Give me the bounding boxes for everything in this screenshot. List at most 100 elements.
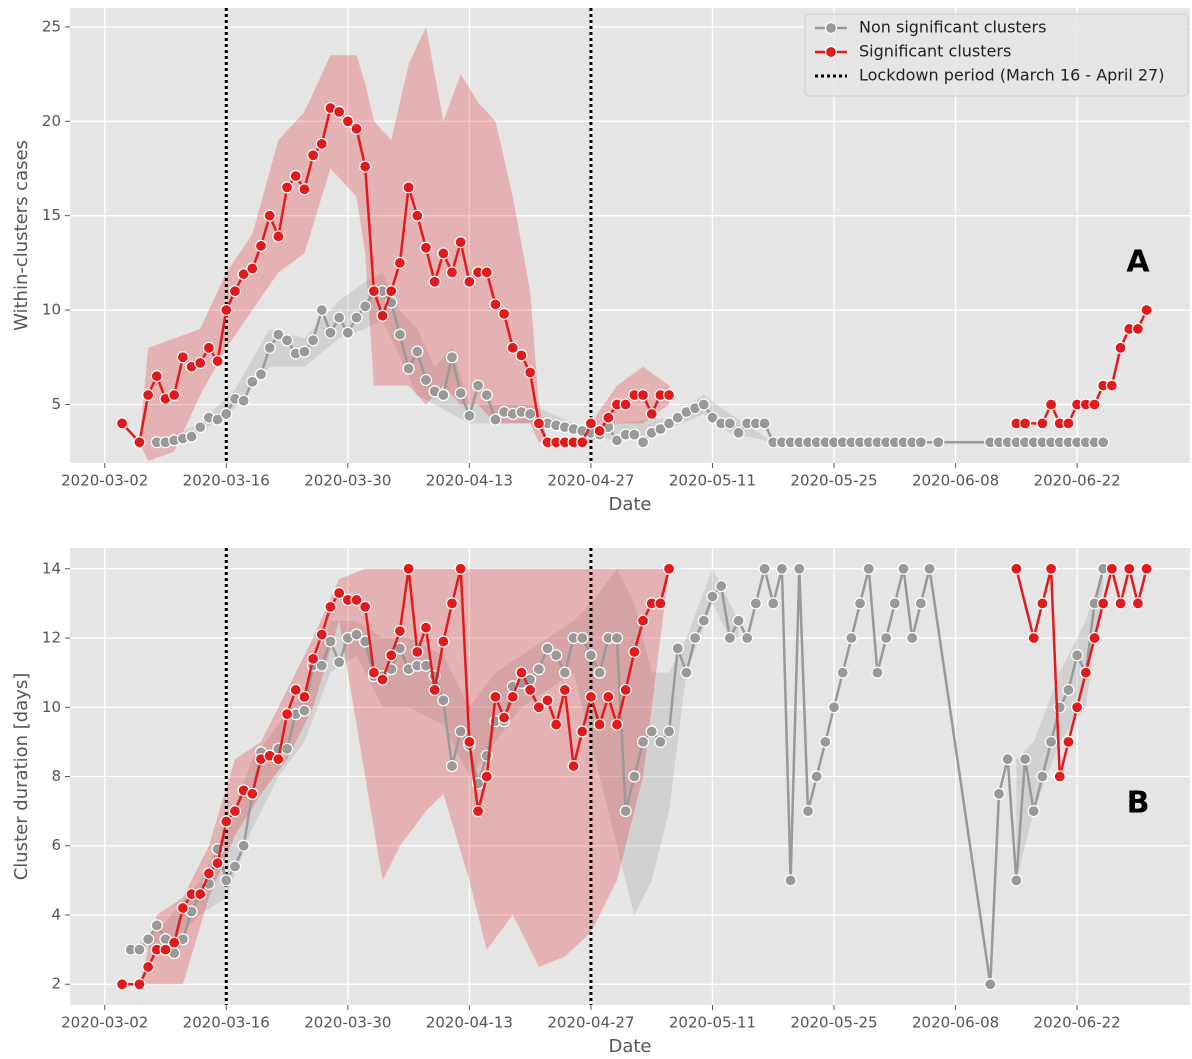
data-point xyxy=(1036,770,1049,783)
data-point xyxy=(298,183,311,196)
x-tick-label: 2020-05-11 xyxy=(669,472,756,490)
data-point xyxy=(341,326,354,339)
data-point xyxy=(662,417,676,430)
data-point xyxy=(680,666,693,679)
data-point xyxy=(393,624,407,638)
data-point xyxy=(1062,417,1075,430)
panel-label: A xyxy=(1126,244,1150,279)
data-point xyxy=(498,307,511,320)
data-point xyxy=(1140,562,1153,575)
data-point xyxy=(211,413,224,426)
data-point xyxy=(836,666,849,679)
data-point xyxy=(576,725,589,738)
x-tick-label: 2020-03-16 xyxy=(183,1014,270,1032)
data-point xyxy=(333,311,346,324)
data-point xyxy=(133,943,146,956)
data-point xyxy=(819,735,832,748)
data-point xyxy=(324,326,337,339)
data-point xyxy=(1010,874,1023,887)
data-point xyxy=(445,760,459,773)
data-point xyxy=(237,268,250,281)
data-point xyxy=(793,562,806,575)
data-point xyxy=(1018,417,1032,430)
data-point xyxy=(636,735,650,748)
data-point xyxy=(315,659,328,672)
data-point xyxy=(645,725,658,738)
y-tick-label: 5 xyxy=(51,395,61,413)
data-point xyxy=(471,379,485,392)
data-point xyxy=(237,394,250,407)
data-point xyxy=(1027,805,1040,818)
data-point xyxy=(1071,701,1084,714)
data-point xyxy=(654,597,667,610)
data-point xyxy=(506,690,519,703)
data-point xyxy=(610,434,624,447)
data-point xyxy=(576,631,589,645)
data-point xyxy=(307,652,320,665)
data-point xyxy=(150,919,163,932)
data-point xyxy=(689,631,702,645)
data-point xyxy=(376,309,389,322)
data-point xyxy=(862,562,875,575)
data-point xyxy=(115,978,129,991)
data-point xyxy=(411,209,424,222)
data-point xyxy=(463,735,476,748)
data-point xyxy=(602,690,615,703)
x-tick-label: 2020-04-27 xyxy=(547,472,634,490)
data-point xyxy=(480,388,493,402)
data-point xyxy=(628,645,641,658)
data-point xyxy=(246,787,259,800)
data-point xyxy=(350,628,363,641)
data-point xyxy=(411,645,424,658)
data-point xyxy=(732,426,745,439)
data-point xyxy=(827,701,841,714)
data-point xyxy=(654,422,667,436)
data-point xyxy=(1010,562,1023,575)
data-point xyxy=(610,718,624,731)
data-point xyxy=(619,398,632,411)
data-point xyxy=(628,770,641,783)
data-point xyxy=(142,388,155,402)
data-point xyxy=(741,631,754,645)
data-point xyxy=(280,708,294,721)
data-point xyxy=(359,300,372,313)
data-point xyxy=(1097,597,1110,610)
data-point xyxy=(1062,683,1075,697)
data-point xyxy=(1044,735,1058,748)
data-point xyxy=(228,285,242,298)
data-point xyxy=(1062,735,1075,748)
data-point xyxy=(853,597,867,610)
legend-label: Significant clusters xyxy=(859,42,1011,61)
data-point xyxy=(202,341,216,354)
data-point xyxy=(142,933,155,946)
data-point xyxy=(211,856,224,870)
data-point xyxy=(775,562,789,575)
data-point xyxy=(888,597,901,610)
data-point xyxy=(1105,379,1118,392)
data-point xyxy=(272,230,285,243)
data-point xyxy=(133,978,146,991)
data-point xyxy=(463,275,476,288)
x-tick-label: 2020-04-13 xyxy=(426,1014,513,1032)
data-point xyxy=(280,742,294,755)
data-point xyxy=(732,614,745,627)
data-point xyxy=(289,683,302,697)
data-point xyxy=(315,137,328,151)
data-point xyxy=(220,303,233,317)
y-tick-label: 14 xyxy=(42,559,61,577)
data-point xyxy=(610,631,624,645)
data-point xyxy=(524,407,537,421)
data-point xyxy=(593,718,606,731)
data-point xyxy=(932,436,945,449)
data-point xyxy=(532,417,545,430)
data-point xyxy=(923,562,936,575)
data-point xyxy=(393,328,407,341)
data-point xyxy=(628,428,641,441)
data-point xyxy=(489,413,502,426)
data-point xyxy=(1088,398,1101,411)
data-point xyxy=(307,334,320,347)
data-point xyxy=(437,388,450,402)
y-tick-label: 8 xyxy=(51,767,61,785)
data-point xyxy=(437,694,450,707)
